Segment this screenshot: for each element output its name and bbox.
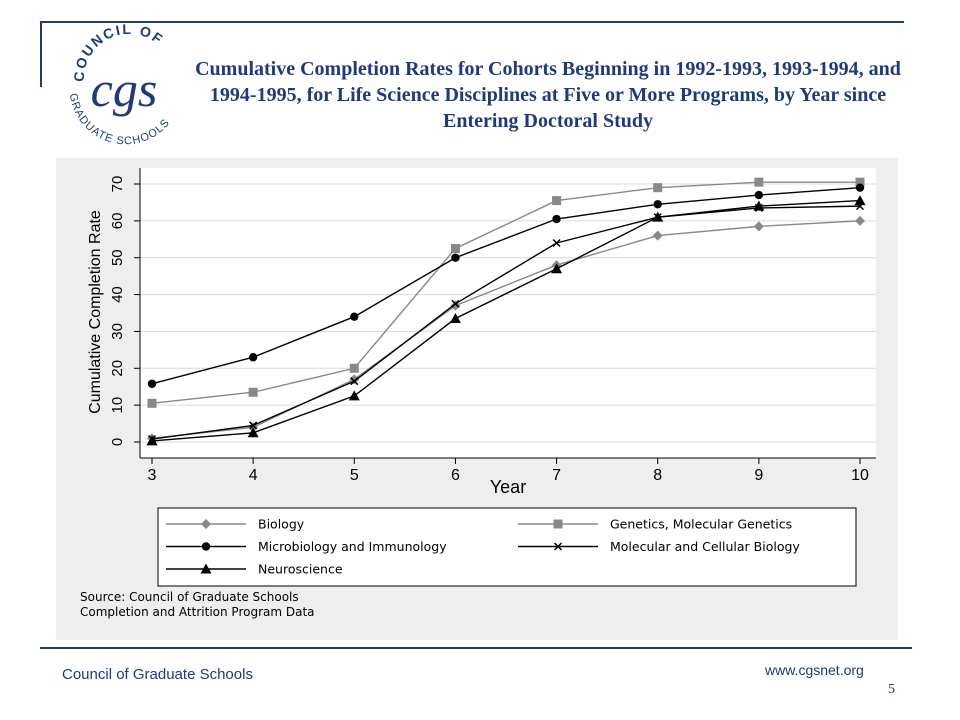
- legend-item: Biology: [166, 517, 305, 532]
- series-line: [151, 181, 860, 404]
- data-point: [855, 177, 865, 187]
- legend-marker: [553, 542, 563, 551]
- legend-label: Genetics, Molecular Genetics: [610, 517, 792, 532]
- data-point: [753, 221, 764, 232]
- x-tick-label: 9: [754, 467, 763, 484]
- data-point: [248, 387, 258, 397]
- y-tick-label: 50: [109, 249, 126, 266]
- source-line-2: Completion and Attrition Program Data: [80, 605, 315, 619]
- series-neuroscience: [146, 195, 866, 446]
- data-point: [348, 390, 360, 401]
- data-point: [350, 377, 359, 386]
- series-genetics-molecular-genetics: [147, 177, 865, 408]
- y-tick-label: 30: [109, 323, 126, 340]
- legend-item: Neuroscience: [166, 562, 343, 577]
- data-point: [451, 299, 460, 308]
- legend-label: Biology: [258, 517, 305, 532]
- x-axis-label: Year: [490, 477, 526, 497]
- legend-marker: [553, 519, 563, 529]
- plot-area: [140, 168, 876, 458]
- x-tick-label: 7: [552, 467, 561, 484]
- y-tick-label: 60: [109, 213, 126, 230]
- data-point: [854, 195, 866, 206]
- y-tick-label: 70: [109, 176, 126, 193]
- legend: Biology Genetics, Molecular Genetics Micro…: [166, 517, 800, 577]
- data-point: [855, 215, 865, 226]
- x-tick-label: 6: [451, 467, 460, 484]
- x-tick-label: 5: [350, 467, 359, 484]
- legend-item: Microbiology and Immunology: [166, 539, 447, 554]
- data-point: [249, 421, 258, 430]
- legend-item: Molecular and Cellular Biology: [518, 539, 800, 554]
- y-tick-label: 40: [109, 286, 126, 303]
- legend-marker: [201, 519, 211, 529]
- footer-org: Council of Graduate Schools: [62, 666, 253, 683]
- data-point: [652, 211, 664, 222]
- grid-lines: [140, 183, 876, 443]
- series-line: [151, 205, 861, 440]
- chart-panel: 0 10 20 30 40 50 60 70 3 4 5 6 7 8 9 10 Cumulative Comp…: [56, 158, 898, 640]
- data-point: [147, 379, 157, 388]
- data-point: [653, 200, 662, 209]
- data-point: [247, 427, 259, 438]
- data-point: [248, 353, 258, 362]
- y-axis-label: Cumulative Completion Rate: [87, 210, 104, 414]
- data-point: [855, 183, 865, 192]
- axes: 0 10 20 30 40 50 60 70 3 4 5 6 7 8 9 10: [109, 168, 876, 484]
- y-tick-label: 0: [109, 438, 126, 446]
- series-group: [146, 177, 866, 446]
- left-rule: [40, 21, 42, 87]
- data-point: [350, 312, 359, 321]
- bottom-rule: [40, 647, 912, 649]
- x-tick-label: 8: [653, 467, 662, 484]
- data-point: [450, 244, 460, 253]
- footer-url-link[interactable]: www.cgsnet.org: [765, 662, 864, 678]
- legend-marker: [200, 563, 212, 574]
- data-point: [449, 313, 461, 324]
- data-point: [551, 263, 563, 274]
- data-point: [349, 363, 359, 373]
- data-point: [146, 435, 158, 446]
- x-tick-label: 4: [249, 467, 258, 484]
- page-number: 5: [888, 682, 895, 697]
- data-point: [753, 200, 765, 211]
- legend-item: Genetics, Molecular Genetics: [518, 517, 792, 532]
- legend-marker: [201, 542, 211, 551]
- legend-label: Microbiology and Immunology: [258, 539, 447, 554]
- data-point: [754, 177, 764, 187]
- series-line: [151, 186, 861, 385]
- cgs-logo: COUNCIL OF cgs GRADUATE SCHOOLS: [67, 24, 172, 147]
- data-point: [552, 238, 561, 248]
- line-chart: 0 10 20 30 40 50 60 70 3 4 5 6 7 8 9 10 Cumulative Comp…: [80, 168, 876, 619]
- y-tick-label: 20: [109, 360, 126, 377]
- legend-label: Molecular and Cellular Biology: [610, 539, 800, 554]
- x-tick-label: 10: [851, 467, 869, 484]
- x-tick-label: 3: [148, 467, 157, 484]
- legend-label: Neuroscience: [258, 562, 343, 577]
- source-line-1: Source: Council of Graduate Schools: [80, 590, 299, 604]
- series-microbiology-and-immunology: [147, 183, 865, 388]
- series-line: [151, 199, 861, 442]
- data-point: [552, 214, 561, 224]
- data-point: [652, 230, 663, 241]
- top-rule: [40, 21, 904, 23]
- data-point: [450, 300, 461, 311]
- data-point: [653, 183, 663, 193]
- y-tick-label: 10: [109, 397, 126, 414]
- logo-monogram: cgs: [91, 61, 158, 117]
- data-point: [147, 398, 157, 408]
- data-point: [754, 190, 764, 200]
- legend-box: [157, 507, 857, 587]
- data-point: [451, 253, 460, 262]
- data-point: [552, 196, 562, 206]
- page-title: Cumulative Completion Rates for Cohorts …: [195, 58, 901, 132]
- series-line: [151, 220, 861, 440]
